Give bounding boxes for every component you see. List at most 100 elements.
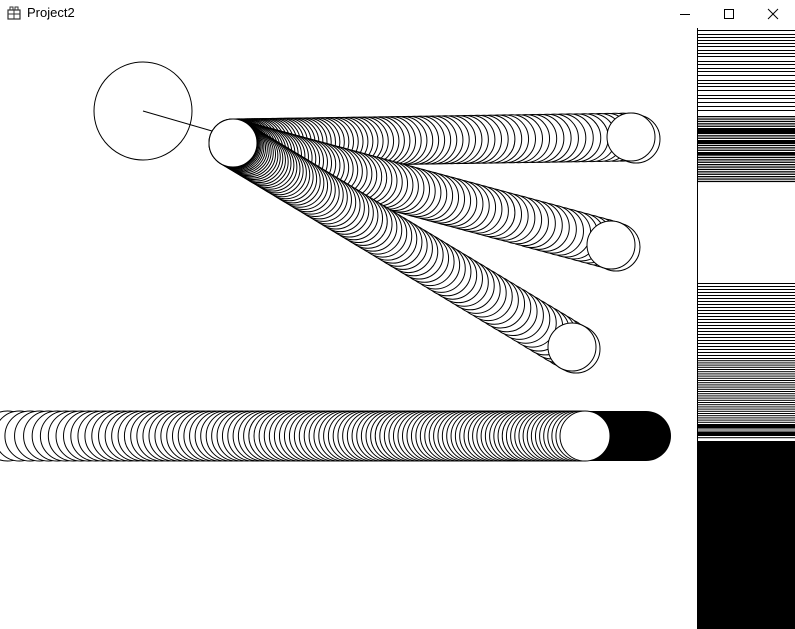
stripe xyxy=(697,388,795,390)
stripe xyxy=(697,30,795,31)
circle-trails xyxy=(208,112,661,374)
stripe xyxy=(697,61,795,62)
stripe xyxy=(697,428,795,430)
stripe xyxy=(697,164,795,166)
stripe xyxy=(697,295,795,296)
stripe xyxy=(697,53,795,54)
stripe xyxy=(697,304,795,305)
stripe xyxy=(697,355,795,356)
stripe xyxy=(697,358,795,359)
stripe xyxy=(697,337,795,338)
stripe xyxy=(697,364,795,366)
stripe xyxy=(697,68,795,69)
close-button[interactable] xyxy=(751,0,795,28)
stripe xyxy=(697,432,795,435)
stripe xyxy=(697,176,795,178)
trail-circle xyxy=(547,322,597,372)
stripe xyxy=(697,430,795,432)
stripe xyxy=(697,404,795,406)
bottom-trail-circle xyxy=(559,410,611,462)
stripe xyxy=(697,421,795,423)
stripe xyxy=(697,135,795,137)
stripe xyxy=(697,120,795,123)
trail-circle xyxy=(586,220,636,270)
stripe xyxy=(697,286,795,287)
stripe xyxy=(697,159,795,161)
stripe xyxy=(697,289,795,290)
stripe xyxy=(697,116,795,118)
stripe xyxy=(697,386,795,388)
maximize-button[interactable] xyxy=(707,0,751,28)
stripe xyxy=(697,166,795,168)
stripe xyxy=(697,156,795,159)
stripe xyxy=(697,380,795,381)
pendulum-arm xyxy=(142,110,213,132)
stripe xyxy=(697,352,795,353)
stripe xyxy=(697,441,795,629)
stripe xyxy=(697,346,795,347)
stripe xyxy=(697,86,795,87)
stripe xyxy=(697,382,795,384)
stripe xyxy=(697,402,795,403)
stripe xyxy=(697,180,795,183)
stripe xyxy=(697,301,795,302)
stripe xyxy=(697,393,795,395)
stripe xyxy=(697,90,795,91)
stripe xyxy=(697,56,795,57)
stripe xyxy=(697,377,795,379)
drawing-canvas[interactable] xyxy=(0,28,795,629)
stripe xyxy=(697,343,795,344)
stripe xyxy=(697,71,795,72)
stripe xyxy=(697,34,795,35)
window-title: Project2 xyxy=(27,5,75,20)
stripe xyxy=(697,417,795,419)
app-icon xyxy=(7,6,21,20)
stripe xyxy=(697,95,795,96)
close-icon xyxy=(767,8,779,20)
stripe-panel xyxy=(697,28,795,629)
stripe xyxy=(697,307,795,308)
stripe xyxy=(697,384,795,386)
title-bar: Project2 xyxy=(0,0,795,28)
trail-circle xyxy=(208,118,258,168)
stripe xyxy=(697,437,795,439)
stripe xyxy=(697,349,795,350)
stripe xyxy=(697,415,795,417)
stripe xyxy=(697,435,795,436)
stripe xyxy=(697,316,795,317)
minimize-button[interactable] xyxy=(663,0,707,28)
stripe xyxy=(697,140,795,144)
stripe xyxy=(697,310,795,311)
stripe xyxy=(697,83,795,84)
stripe xyxy=(697,43,795,44)
stripe xyxy=(697,340,795,341)
stripe xyxy=(697,128,795,134)
stripe xyxy=(697,408,795,410)
stripe xyxy=(697,375,795,377)
stripe xyxy=(697,110,795,111)
stripe xyxy=(697,46,795,47)
bottom-circle-trail xyxy=(0,410,671,462)
stripe xyxy=(697,125,795,127)
stripe xyxy=(697,360,795,362)
stripe xyxy=(697,319,795,320)
stripe xyxy=(697,64,795,65)
maximize-icon xyxy=(724,9,734,19)
stripe xyxy=(697,106,795,107)
stripe xyxy=(697,40,795,41)
stripe xyxy=(697,152,795,155)
stripe xyxy=(697,424,795,428)
stripe xyxy=(697,313,795,314)
stripe xyxy=(697,391,795,392)
stripe xyxy=(697,283,795,284)
stripe xyxy=(697,149,795,151)
stripe xyxy=(697,325,795,326)
stripe xyxy=(697,419,795,421)
stripe xyxy=(697,413,795,414)
stripe xyxy=(697,298,795,299)
stripe xyxy=(697,178,795,180)
stripe-lines xyxy=(697,28,795,629)
stripe xyxy=(697,395,795,397)
stripe xyxy=(697,399,795,401)
stripe xyxy=(697,123,795,125)
